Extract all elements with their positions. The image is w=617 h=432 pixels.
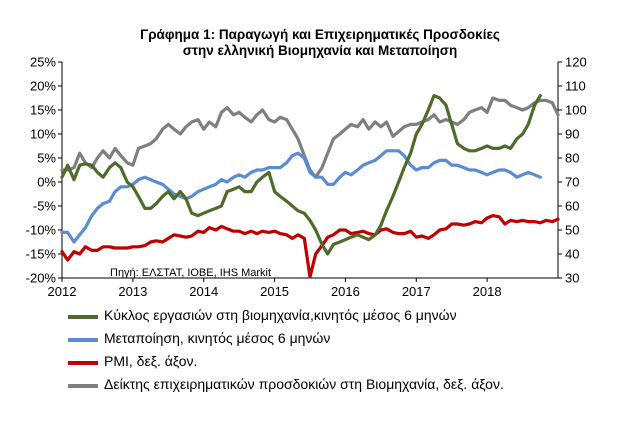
x-tick-label: 2013 bbox=[118, 284, 147, 299]
chart-title-line-1: Γράφημα 1: Παραγωγή και Επιχειρηματικές … bbox=[140, 27, 500, 42]
x-tick-label: 2018 bbox=[473, 284, 502, 299]
chart-title: Γράφημα 1: Παραγωγή και Επιχειρηματικές … bbox=[40, 27, 600, 59]
legend-swatch bbox=[68, 338, 98, 342]
left-y-tick-label: 20% bbox=[30, 79, 56, 94]
legend-swatch bbox=[68, 361, 98, 365]
series-line-2 bbox=[60, 149, 542, 244]
right-y-tick-label: 90 bbox=[565, 127, 579, 142]
x-tick-label: 2017 bbox=[402, 284, 431, 299]
left-y-tick-label: 10% bbox=[30, 127, 56, 142]
source-note: Πηγή: ΕΛΣΤΑΤ, ΙΟΒΕ, IHS Markit bbox=[110, 267, 271, 279]
left-y-tick-label: -15% bbox=[26, 247, 57, 262]
x-tick-label: 2012 bbox=[48, 284, 77, 299]
legend-item-3: PMI, δεξ. άξον. bbox=[68, 351, 613, 374]
left-y-tick-label: -20% bbox=[26, 271, 57, 286]
right-y-tick-label: 50 bbox=[565, 223, 579, 238]
line-chart: -20% -15% -10% -5% 0% 5% 10% 15% 20% 25% 30 40 50 60 7… bbox=[26, 55, 587, 300]
chart-title-line-2: στην ελληνική Βιομηχανία και Μεταποίηση bbox=[182, 43, 458, 58]
legend-swatch bbox=[68, 315, 98, 319]
legend-item-2: Μεταποίηση, κινητός μέσος 6 μηνών bbox=[68, 328, 613, 351]
left-y-tick-label: 25% bbox=[30, 55, 56, 70]
right-y-tick-label: 100 bbox=[565, 103, 587, 118]
left-y-tick-label: 5% bbox=[37, 151, 56, 166]
right-y-tick-label: 60 bbox=[565, 199, 579, 214]
series-line-4 bbox=[60, 96, 560, 179]
series-line-3 bbox=[60, 214, 560, 279]
right-y-tick-label: 40 bbox=[565, 247, 579, 262]
chart-legend: Κύκλος εργασιών στη βιομηχανία,κινητός μ… bbox=[68, 305, 613, 397]
right-y-tick-label: 30 bbox=[565, 271, 579, 286]
chart-axes: -20% -15% -10% -5% 0% 5% 10% 15% 20% 25% 30 40 50 60 7… bbox=[26, 55, 587, 300]
left-y-tick-label: 15% bbox=[30, 103, 56, 118]
x-tick-label: 2014 bbox=[189, 284, 218, 299]
left-y-tick-label: 0% bbox=[37, 175, 56, 190]
left-y-tick-label: -5% bbox=[33, 199, 57, 214]
legend-label: PMI, δεξ. άξον. bbox=[104, 353, 198, 369]
right-y-tick-label: 80 bbox=[565, 151, 579, 166]
right-y-tick-label: 110 bbox=[565, 79, 586, 94]
right-y-tick-label: 70 bbox=[565, 175, 579, 190]
legend-swatch bbox=[68, 384, 98, 388]
chart-series-layer bbox=[60, 93, 560, 279]
x-tick-label: 2015 bbox=[260, 284, 289, 299]
legend-label: Κύκλος εργασιών στη βιομηχανία,κινητός μ… bbox=[104, 307, 457, 323]
x-tick-label: 2016 bbox=[331, 284, 360, 299]
legend-label: Δείκτης επιχειρηματικών προσδοκιών στη Β… bbox=[104, 376, 504, 392]
left-y-tick-label: -10% bbox=[26, 223, 57, 238]
legend-label: Μεταποίηση, κινητός μέσος 6 μηνών bbox=[104, 330, 331, 346]
legend-item-4: Δείκτης επιχειρηματικών προσδοκιών στη Β… bbox=[68, 374, 613, 397]
legend-item-1: Κύκλος εργασιών στη βιομηχανία,κινητός μ… bbox=[68, 305, 613, 328]
series-line-1 bbox=[60, 93, 542, 256]
right-y-tick-label: 120 bbox=[565, 55, 587, 70]
